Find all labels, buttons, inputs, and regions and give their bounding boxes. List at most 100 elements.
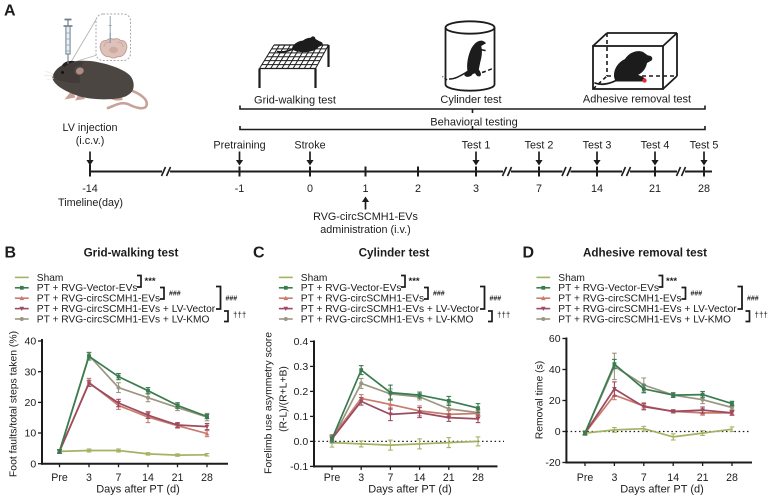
svg-text:PT + RVG-circSCMH1-EVs: PT + RVG-circSCMH1-EVs xyxy=(558,294,681,305)
svg-text:†††: ††† xyxy=(233,311,246,320)
svg-text:PT + RVG-circSCMH1-EVs + LV-Ve: PT + RVG-circSCMH1-EVs + LV-Vector xyxy=(37,304,216,315)
svg-text:Foot faults/total steps taken: Foot faults/total steps taken (%) xyxy=(9,331,20,477)
svg-text:###: ### xyxy=(433,291,445,298)
svg-text:-20: -20 xyxy=(545,457,560,469)
svg-text:###: ### xyxy=(691,291,703,298)
svg-text:Timeline(day): Timeline(day) xyxy=(58,197,123,209)
svg-text:PT + RVG-circSCMH1-EVs + LV-KM: PT + RVG-circSCMH1-EVs + LV-KMO xyxy=(558,314,731,325)
svg-text:-14: -14 xyxy=(82,183,98,195)
svg-text:PT + RVG-circSCMH1-EVs: PT + RVG-circSCMH1-EVs xyxy=(301,294,424,305)
svg-text:3: 3 xyxy=(86,472,92,484)
svg-text:7: 7 xyxy=(641,472,647,484)
svg-text:PT + RVG-Vector-EVs: PT + RVG-Vector-EVs xyxy=(37,283,138,294)
svg-text:Days after PT (d): Days after PT (d) xyxy=(620,484,704,496)
svg-text:21: 21 xyxy=(443,472,455,484)
svg-text:***: *** xyxy=(145,276,156,287)
svg-text:PT + RVG-circSCMH1-EVs: PT + RVG-circSCMH1-EVs xyxy=(37,294,160,305)
svg-text:†††: ††† xyxy=(755,311,768,320)
svg-text:***: *** xyxy=(666,276,677,287)
svg-text:-0.1: -0.1 xyxy=(290,461,308,473)
svg-text:0.2: 0.2 xyxy=(294,386,309,398)
svg-text:7: 7 xyxy=(387,472,393,484)
svg-text:20: 20 xyxy=(25,397,37,409)
svg-text:7: 7 xyxy=(536,183,542,195)
svg-text:Pretraining: Pretraining xyxy=(213,140,265,152)
svg-text:Test 2: Test 2 xyxy=(525,140,554,152)
svg-text:###: ### xyxy=(490,296,502,303)
svg-text:20: 20 xyxy=(549,395,561,407)
svg-text:Pre: Pre xyxy=(324,472,341,484)
svg-text:0.3: 0.3 xyxy=(294,361,309,373)
svg-text:Behavioral testing: Behavioral testing xyxy=(430,117,517,129)
svg-text:30: 30 xyxy=(25,366,37,378)
svg-text:3: 3 xyxy=(358,472,364,484)
svg-text:PT + RVG-circSCMH1-EVs + LV-Ve: PT + RVG-circSCMH1-EVs + LV-Vector xyxy=(301,304,480,315)
svg-text:Grid-walking test: Grid-walking test xyxy=(254,95,336,107)
svg-text:40: 40 xyxy=(25,336,37,348)
svg-text:60: 60 xyxy=(549,333,561,345)
svg-text:Test 5: Test 5 xyxy=(690,140,719,152)
svg-text:Grid-walking test: Grid-walking test xyxy=(84,247,179,260)
svg-text:Stroke: Stroke xyxy=(294,140,325,152)
svg-text:7: 7 xyxy=(116,472,122,484)
svg-text:Days after PT (d): Days after PT (d) xyxy=(96,484,180,496)
svg-text:Adhesive removal test: Adhesive removal test xyxy=(583,94,691,106)
svg-text:0: 0 xyxy=(307,183,313,195)
svg-text:Pre: Pre xyxy=(51,472,68,484)
svg-text:Test 4: Test 4 xyxy=(641,140,670,152)
svg-text:D: D xyxy=(523,245,535,262)
svg-text:PT + RVG-circSCMH1-EVs + LV-KM: PT + RVG-circSCMH1-EVs + LV-KMO xyxy=(37,314,210,325)
svg-text:14: 14 xyxy=(667,472,679,484)
svg-text:Adhesive removal test: Adhesive removal test xyxy=(583,247,707,260)
svg-text:21: 21 xyxy=(649,183,661,195)
svg-text:Test 1: Test 1 xyxy=(462,140,491,152)
svg-text:###: ### xyxy=(169,291,181,298)
svg-text:Sham: Sham xyxy=(37,273,64,284)
svg-text:###: ### xyxy=(226,296,238,303)
svg-text:0: 0 xyxy=(30,458,36,470)
svg-text:Cylinder test: Cylinder test xyxy=(359,247,430,260)
svg-text:Removal time (s): Removal time (s) xyxy=(535,361,546,440)
svg-text:B: B xyxy=(5,245,17,262)
svg-text:A: A xyxy=(4,3,16,20)
svg-text:14: 14 xyxy=(591,183,603,195)
svg-text:3: 3 xyxy=(611,472,617,484)
svg-text:10: 10 xyxy=(25,428,37,440)
svg-text:0.4: 0.4 xyxy=(294,336,309,348)
svg-text:C: C xyxy=(253,245,265,262)
svg-text:0.0: 0.0 xyxy=(294,436,309,448)
svg-text:Pre: Pre xyxy=(577,472,594,484)
svg-text:40: 40 xyxy=(549,364,561,376)
svg-text:###: ### xyxy=(747,296,759,303)
svg-text:Test 3: Test 3 xyxy=(583,140,612,152)
svg-text:LV injection: LV injection xyxy=(62,122,117,134)
svg-text:0.1: 0.1 xyxy=(294,411,309,423)
svg-text:3: 3 xyxy=(473,183,479,195)
svg-text:2: 2 xyxy=(415,183,421,195)
svg-text:administration (i.v.): administration (i.v.) xyxy=(320,224,410,236)
svg-text:28: 28 xyxy=(472,472,484,484)
svg-text:PT + RVG-Vector-EVs: PT + RVG-Vector-EVs xyxy=(558,283,659,294)
svg-text:PT + RVG-Vector-EVs: PT + RVG-Vector-EVs xyxy=(301,283,402,294)
svg-text:1: 1 xyxy=(362,183,368,195)
svg-text:0: 0 xyxy=(555,426,561,438)
svg-text:14: 14 xyxy=(142,472,154,484)
svg-text:(R-L)/(R+L+B): (R-L)/(R+L+B) xyxy=(279,366,290,432)
svg-text:***: *** xyxy=(409,276,420,287)
svg-text:Forelimb use asymmetry score: Forelimb use asymmetry score xyxy=(264,332,275,474)
svg-text:PT + RVG-circSCMH1-EVs + LV-KM: PT + RVG-circSCMH1-EVs + LV-KMO xyxy=(301,314,474,325)
svg-text:Cylinder test: Cylinder test xyxy=(440,94,501,106)
svg-text:Sham: Sham xyxy=(301,273,328,284)
svg-text:†††: ††† xyxy=(497,311,510,320)
svg-text:21: 21 xyxy=(172,472,184,484)
svg-text:28: 28 xyxy=(201,472,213,484)
svg-text:PT + RVG-circSCMH1-EVs + LV-Ve: PT + RVG-circSCMH1-EVs + LV-Vector xyxy=(558,304,737,315)
svg-text:14: 14 xyxy=(414,472,426,484)
svg-text:28: 28 xyxy=(698,183,710,195)
svg-text:28: 28 xyxy=(726,472,738,484)
svg-text:Sham: Sham xyxy=(558,273,585,284)
svg-text:(i.c.v.): (i.c.v.) xyxy=(76,135,105,147)
svg-text:-1: -1 xyxy=(235,183,245,195)
svg-text:Days after PT (d): Days after PT (d) xyxy=(368,484,452,496)
svg-text:RVG-circSCMH1-EVs: RVG-circSCMH1-EVs xyxy=(313,211,418,223)
